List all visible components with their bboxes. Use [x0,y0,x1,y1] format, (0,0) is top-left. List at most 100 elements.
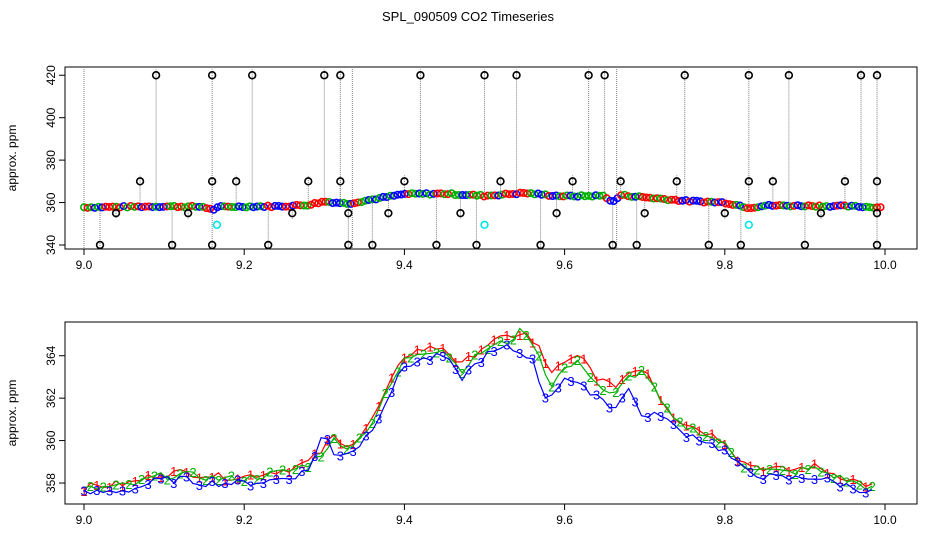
series-marker: 1 [426,339,433,354]
series-marker: 2 [599,383,606,398]
data-point [83,203,92,212]
outlier-point [672,177,681,186]
data-point [678,196,687,205]
data-point [548,192,557,201]
outlier-point [231,177,241,186]
series-marker: 2 [330,431,337,446]
data-point [526,189,535,198]
data-point [260,203,269,212]
data-point [335,199,344,208]
series-marker: 2 [612,385,619,400]
data-point [350,199,359,208]
outlier-point [456,208,465,218]
series-marker: 1 [414,342,421,357]
x-tick-label: 9.6 [556,513,573,527]
data-point [130,202,139,211]
data-point [516,188,525,197]
data-point [862,202,871,211]
outlier-point [552,208,561,218]
series-marker: 2 [651,379,658,394]
data-point [234,202,243,211]
data-point [534,189,543,198]
data-point [303,201,312,210]
outlier-point [872,208,882,218]
data-point [379,192,388,201]
data-point [141,202,150,211]
series-marker: 3 [311,449,318,464]
series-marker: 1 [580,352,587,367]
data-point [339,198,348,207]
data-point [811,202,820,211]
series-marker: 1 [747,459,754,474]
outlier-point [872,240,882,249]
outlier-point [480,71,489,80]
series-marker: 2 [792,467,799,482]
series-marker: 3 [144,477,151,492]
series-marker: 3 [631,394,638,409]
data-point [426,190,435,199]
data-point [202,204,211,213]
data-point [685,197,694,206]
series-marker: 1 [106,480,113,495]
series-marker: 2 [266,465,273,480]
series-marker: 3 [401,360,408,375]
y-tick-label: 364 [44,345,58,365]
data-point [393,190,402,199]
y-tick-label: 340 [44,235,58,255]
data-point [581,192,590,201]
series-marker: 2 [638,363,645,378]
series-marker: 3 [80,483,87,498]
data-point [649,194,658,203]
series-marker: 3 [375,412,382,427]
x-tick-label: 9.8 [716,513,733,527]
data-point [829,202,838,211]
series-marker: 2 [561,360,568,375]
data-point [191,202,200,211]
outlier-point [536,240,545,249]
series-marker: 3 [350,444,357,459]
data-point [296,201,305,210]
outlier-point [207,177,217,186]
series-marker: 2 [138,472,145,487]
data-point [245,202,254,211]
data-point [490,191,499,200]
series-marker: 1 [157,470,164,485]
data-point [436,189,445,198]
data-point [822,202,831,211]
outlier-point [135,177,145,186]
data-point [523,189,532,198]
series-marker: 3 [798,471,805,486]
outlier-point [183,208,193,218]
data-point [299,201,308,210]
series-marker: 2 [87,479,94,494]
data-point [98,203,107,212]
data-point [429,189,438,198]
series-marker: 1 [593,373,600,388]
series-marker: 3 [414,354,421,369]
data-point [281,202,290,211]
series-marker: 3 [529,352,536,367]
series-marker: 3 [824,471,831,486]
series-marker: 2 [202,473,209,488]
series-marker: 3 [196,478,203,493]
outlier-point [720,208,729,218]
data-point [620,190,629,199]
data-point [865,203,874,212]
data-point [815,201,824,210]
data-point [480,192,489,201]
data-point [198,202,207,211]
x-tick-label: 9.4 [396,513,413,527]
series-marker: 1 [170,464,177,479]
data-point [570,192,579,201]
series-marker: 2 [497,334,504,349]
series-marker: 2 [177,467,184,482]
data-point [357,198,366,207]
series-marker: 1 [324,433,331,448]
data-point [368,195,377,204]
series-marker: 2 [715,436,722,451]
series-marker: 2 [125,477,132,492]
series-marker: 1 [311,446,318,461]
series-marker: 3 [298,464,305,479]
data-point [833,201,842,210]
flagged-point [480,220,489,230]
